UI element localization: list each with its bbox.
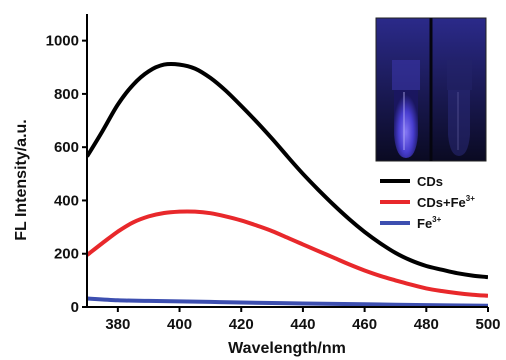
x-axis-title: Wavelength/nm	[228, 340, 346, 357]
x-tick-label: 400	[167, 316, 192, 333]
legend-label-2: CDs+Fe3+	[417, 194, 475, 210]
series-line-2	[87, 209, 488, 298]
y-tick-label: 200	[54, 246, 79, 263]
x-tick-label: 380	[105, 316, 130, 333]
y-axis-title: FL Intensity/a.u.	[13, 119, 30, 241]
y-tick-label: 0	[71, 299, 79, 316]
legend-label-1: CDs	[417, 174, 443, 189]
x-tick-label: 440	[290, 316, 315, 333]
series-line-3	[87, 296, 488, 307]
x-tick-label: 420	[229, 316, 254, 333]
vial-quenched	[448, 90, 470, 156]
y-tick-label: 1000	[46, 33, 79, 50]
y-tick-label: 600	[54, 139, 79, 156]
axis-ticks: 380 400 420 440 460 480 500 0 200 400 600 800 1000	[46, 33, 501, 333]
vial-cds-glow	[394, 90, 418, 158]
legend: CDs CDs+Fe3+ Fe3+	[380, 174, 475, 231]
x-tick-label: 500	[475, 316, 500, 333]
vial-cds-cap	[392, 60, 420, 90]
series-layer	[87, 61, 488, 307]
x-tick-label: 460	[352, 316, 377, 333]
legend-label-3: Fe3+	[417, 215, 442, 231]
x-tick-label: 480	[414, 316, 439, 333]
y-tick-label: 400	[54, 192, 79, 209]
inset-photo	[375, 17, 487, 162]
series-line-1	[87, 61, 488, 280]
y-tick-label: 800	[54, 86, 79, 103]
